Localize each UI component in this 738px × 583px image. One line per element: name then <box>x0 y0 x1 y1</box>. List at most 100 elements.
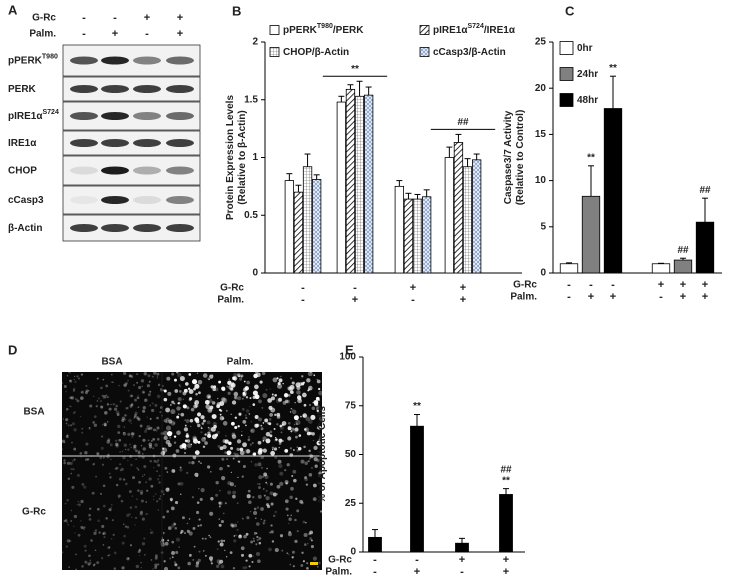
cell <box>309 530 313 535</box>
cell <box>318 390 323 396</box>
cell <box>287 421 291 425</box>
cell <box>134 411 138 415</box>
cell <box>249 510 252 513</box>
cell <box>291 427 295 431</box>
bar <box>603 108 623 274</box>
cell <box>84 391 88 395</box>
cell <box>200 488 205 493</box>
cell <box>61 439 66 443</box>
legend-label-part: 0hr <box>577 43 593 54</box>
bar <box>403 198 414 274</box>
cell <box>291 408 294 411</box>
cell <box>202 549 205 552</box>
blot-band <box>133 166 161 175</box>
cell <box>256 538 259 542</box>
cell <box>136 396 140 400</box>
cell <box>107 453 110 456</box>
legend-swatch <box>559 67 574 81</box>
cell <box>279 424 283 428</box>
cell <box>221 397 226 402</box>
cell <box>83 526 86 529</box>
treatment-sign: + <box>680 291 686 303</box>
cell <box>242 566 246 570</box>
cell <box>165 425 172 431</box>
cell <box>222 397 228 404</box>
cell <box>203 436 206 440</box>
cell <box>318 435 323 439</box>
blot-row-label-part: T980 <box>42 54 58 61</box>
cell <box>66 461 71 465</box>
cell <box>242 391 246 395</box>
cell <box>218 505 221 508</box>
cell <box>94 549 97 552</box>
cell <box>143 372 147 376</box>
cell <box>197 379 203 385</box>
cell <box>84 450 88 455</box>
cell <box>106 440 111 444</box>
cell <box>127 407 129 409</box>
cell <box>159 495 162 497</box>
cell <box>115 483 119 487</box>
cell <box>258 541 262 545</box>
cell <box>254 384 259 390</box>
cell <box>289 563 292 566</box>
cell <box>195 510 200 515</box>
cell <box>182 404 187 409</box>
cell <box>152 498 155 501</box>
cell <box>120 499 124 503</box>
cell <box>177 402 181 405</box>
cell <box>307 460 310 463</box>
western-blot: G-Rc - - + + Palm. - + - + pPERKT980 PERK pIRE1αS724… <box>8 12 201 242</box>
cell <box>253 540 255 542</box>
cell <box>278 378 283 383</box>
blot-band <box>101 85 129 93</box>
cell <box>111 519 114 522</box>
cell <box>81 482 85 486</box>
legend-label: pIRE1αS724/IRE1α <box>433 23 516 35</box>
treatment-sign: - <box>353 282 357 294</box>
legend-label-part: pPERK <box>283 25 318 36</box>
cell <box>70 424 73 427</box>
panel-letter: A <box>8 2 18 17</box>
cell <box>211 434 217 440</box>
cell <box>173 441 177 444</box>
cell <box>234 416 237 419</box>
cell <box>266 483 268 485</box>
cell <box>188 398 192 402</box>
cell <box>237 460 240 463</box>
cell <box>190 425 192 428</box>
cell <box>216 564 220 569</box>
cell <box>192 455 197 460</box>
cell <box>149 426 153 430</box>
cell <box>146 489 149 492</box>
cell <box>142 406 146 410</box>
cell <box>224 549 226 551</box>
blot-band <box>166 166 194 175</box>
cell <box>262 393 268 399</box>
cell <box>259 496 261 498</box>
cell <box>123 418 127 421</box>
cell <box>112 533 115 537</box>
cell <box>249 443 253 446</box>
cell <box>302 560 305 563</box>
treatment-label: G-Rc <box>220 283 244 294</box>
cell <box>97 397 101 400</box>
cell <box>107 438 111 442</box>
cell <box>295 497 298 500</box>
cell <box>73 375 76 377</box>
significance-label: ## <box>500 464 512 475</box>
cell <box>141 453 144 455</box>
cell <box>319 442 321 444</box>
blot-band <box>70 112 98 120</box>
cell <box>66 434 69 437</box>
cell <box>156 372 160 376</box>
cell <box>149 417 152 420</box>
cell <box>247 438 251 441</box>
cell <box>219 401 225 407</box>
row-label: G-Rc <box>22 507 46 518</box>
cell <box>218 501 222 505</box>
cell <box>173 521 175 523</box>
column-label: Palm. <box>227 357 254 368</box>
cell <box>316 458 320 463</box>
cell <box>61 448 63 451</box>
